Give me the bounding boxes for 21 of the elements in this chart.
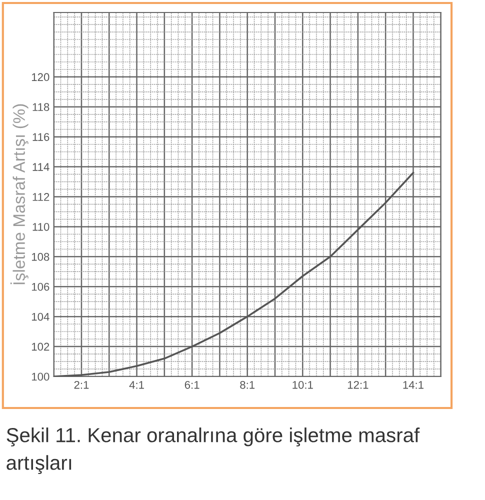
y-tick-label: 116 — [32, 133, 50, 141]
x-tick-label: 12:1 — [348, 380, 368, 389]
x-tick-label: 4:1 — [129, 381, 144, 389]
y-tick-label: 102 — [32, 342, 50, 351]
y-tick-label: 106 — [32, 282, 50, 291]
y-tick-label: 104 — [32, 312, 50, 321]
y-axis-title: İşletme Masraf Artışı (%) — [10, 104, 28, 284]
y-tick-label: 110 — [32, 222, 50, 231]
x-tick-label: 6:1 — [184, 380, 200, 389]
y-tick-label: 100 — [32, 372, 50, 381]
x-tick-label: 14:1 — [403, 381, 424, 389]
x-tick-label: 2:1 — [74, 380, 89, 389]
y-tick-label: 120 — [32, 73, 50, 82]
y-tick-label: 118 — [32, 103, 50, 112]
line-series — [54, 172, 414, 376]
y-tick-label: 114 — [32, 163, 50, 171]
x-tick-label: 8:1 — [240, 380, 255, 389]
x-tick-label: 10:1 — [292, 380, 313, 389]
y-tick-label: 108 — [32, 252, 50, 261]
y-tick-label: 112 — [32, 193, 50, 201]
text: Şekil 11. Kenar oranalrına göre işletme masraf artışları — [6, 428, 420, 474]
